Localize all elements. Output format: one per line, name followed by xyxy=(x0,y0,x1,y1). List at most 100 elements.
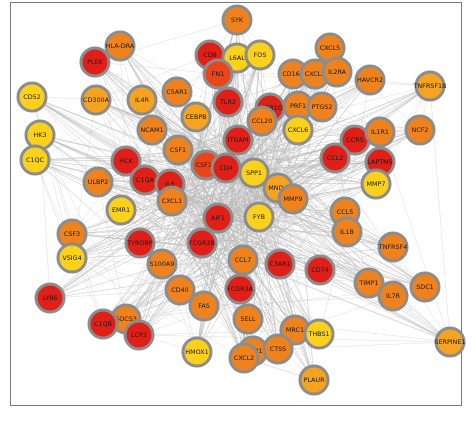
node-circle xyxy=(19,144,51,176)
edge xyxy=(277,341,451,350)
node-circle xyxy=(186,227,218,259)
edge xyxy=(261,120,346,213)
node-label: SERPINE1 xyxy=(434,338,465,346)
node-csf1: CSF1 xyxy=(162,134,194,166)
node-circle xyxy=(222,124,254,156)
edge xyxy=(119,45,206,186)
node-ly86: LY86 xyxy=(34,282,66,314)
node-label: CD163 xyxy=(282,70,304,78)
node-circle xyxy=(377,231,409,263)
node-il7r: IL7R xyxy=(377,280,409,312)
node-lcp2: LCP2 xyxy=(123,319,155,351)
node-label: CXCL3 xyxy=(305,70,325,78)
node-circle xyxy=(79,46,111,78)
node-label: CCL7 xyxy=(235,256,252,264)
node-label: CTSS xyxy=(270,345,286,353)
node-label: TIMP1 xyxy=(358,279,378,287)
node-vsig4: VSIG4 xyxy=(56,242,88,274)
node-label: NCAM1 xyxy=(140,126,163,134)
node-label: CD40 xyxy=(171,286,189,294)
node-circle xyxy=(244,39,276,71)
node-circle xyxy=(232,303,264,335)
edge xyxy=(71,175,242,235)
node-circle xyxy=(105,194,137,226)
node-ulbp2: ULBP2 xyxy=(82,166,114,198)
node-label: FCGR2B xyxy=(189,239,215,247)
node-s100a9: S100A9 xyxy=(146,248,178,280)
node-label: EMR1 xyxy=(112,206,130,214)
node-label: C1QA xyxy=(136,176,155,184)
node-label: FOS xyxy=(254,51,267,59)
node-label: TLR2 xyxy=(219,98,236,106)
node-circle xyxy=(414,70,446,102)
node-label: PRF1 xyxy=(290,102,306,110)
node-label: FAS xyxy=(198,302,210,310)
node-label: SYK xyxy=(231,16,244,24)
node-label: LAPTM5 xyxy=(367,158,392,166)
edge xyxy=(138,221,296,336)
edge xyxy=(258,183,377,218)
node-label: C1QC xyxy=(26,156,45,164)
edge xyxy=(102,208,187,325)
node-cxcl2: CXCL2 xyxy=(228,342,260,374)
node-il1r1: IL1R1 xyxy=(364,116,396,148)
edge xyxy=(222,184,394,248)
node-cd74: CD74 xyxy=(304,254,336,286)
node-circle xyxy=(136,114,168,146)
node-label: SPP1 xyxy=(246,169,262,177)
node-label: AIF1 xyxy=(211,214,225,222)
node-c5ar1: C5AR1 xyxy=(161,76,193,108)
node-label: CXCL5 xyxy=(320,44,340,52)
node-label: FCGR3A xyxy=(227,285,254,293)
node-fcgr2b: FCGR2B xyxy=(186,227,218,259)
node-tyrobp: TYROBP xyxy=(124,227,156,259)
node-cxcl6: CXCL6 xyxy=(282,114,314,146)
node-circle xyxy=(277,183,309,215)
node-ctss: CTSS xyxy=(262,333,294,365)
node-serpine1: SERPINE1 xyxy=(434,326,466,358)
node-label: LCP2 xyxy=(131,331,147,339)
node-circle xyxy=(202,58,234,90)
node-mmp9: MMP9 xyxy=(277,183,309,215)
node-sdc1: SDC1 xyxy=(409,271,441,303)
node-ptgs2: PTGS2 xyxy=(306,91,338,123)
node-circle xyxy=(243,201,275,233)
node-circle xyxy=(180,101,212,133)
node-circle xyxy=(87,308,119,340)
node-circle xyxy=(306,91,338,123)
edge xyxy=(39,134,241,290)
node-label: IL6 xyxy=(165,180,175,188)
node-label: FN1 xyxy=(212,70,225,78)
node-circle xyxy=(377,280,409,312)
node-label: IL4R xyxy=(135,96,150,104)
node-circle xyxy=(110,145,142,177)
node-label: CCL2 xyxy=(327,154,344,162)
node-c1qc: C1QC xyxy=(19,144,51,176)
node-circle xyxy=(319,142,351,174)
edge xyxy=(49,228,197,299)
node-circle xyxy=(123,319,155,351)
node-circle xyxy=(354,64,386,96)
node-cxcl5: CXCL5 xyxy=(314,32,346,64)
edge xyxy=(303,259,315,381)
node-circle xyxy=(262,333,294,365)
node-label: S100A9 xyxy=(150,260,175,268)
node-syk: SYK xyxy=(221,4,253,36)
node-circle xyxy=(303,318,335,350)
edge xyxy=(265,143,370,284)
node-label: NCF2 xyxy=(412,126,429,134)
node-il1b: IL1B xyxy=(331,216,363,248)
edge xyxy=(243,180,451,343)
node-label: IL1B xyxy=(340,228,354,236)
node-label: CD8 xyxy=(203,51,216,59)
node-label: C1QB xyxy=(94,320,112,328)
node-label: IL1R1 xyxy=(371,128,389,136)
node-label: CCR5 xyxy=(346,136,363,144)
node-circle xyxy=(104,30,136,62)
node-label: HCK xyxy=(119,157,133,165)
node-c3ar1: C3AR1 xyxy=(264,248,296,280)
node-circle xyxy=(202,202,234,234)
node-circle xyxy=(126,84,158,116)
node-label: C3AR1 xyxy=(269,260,290,268)
